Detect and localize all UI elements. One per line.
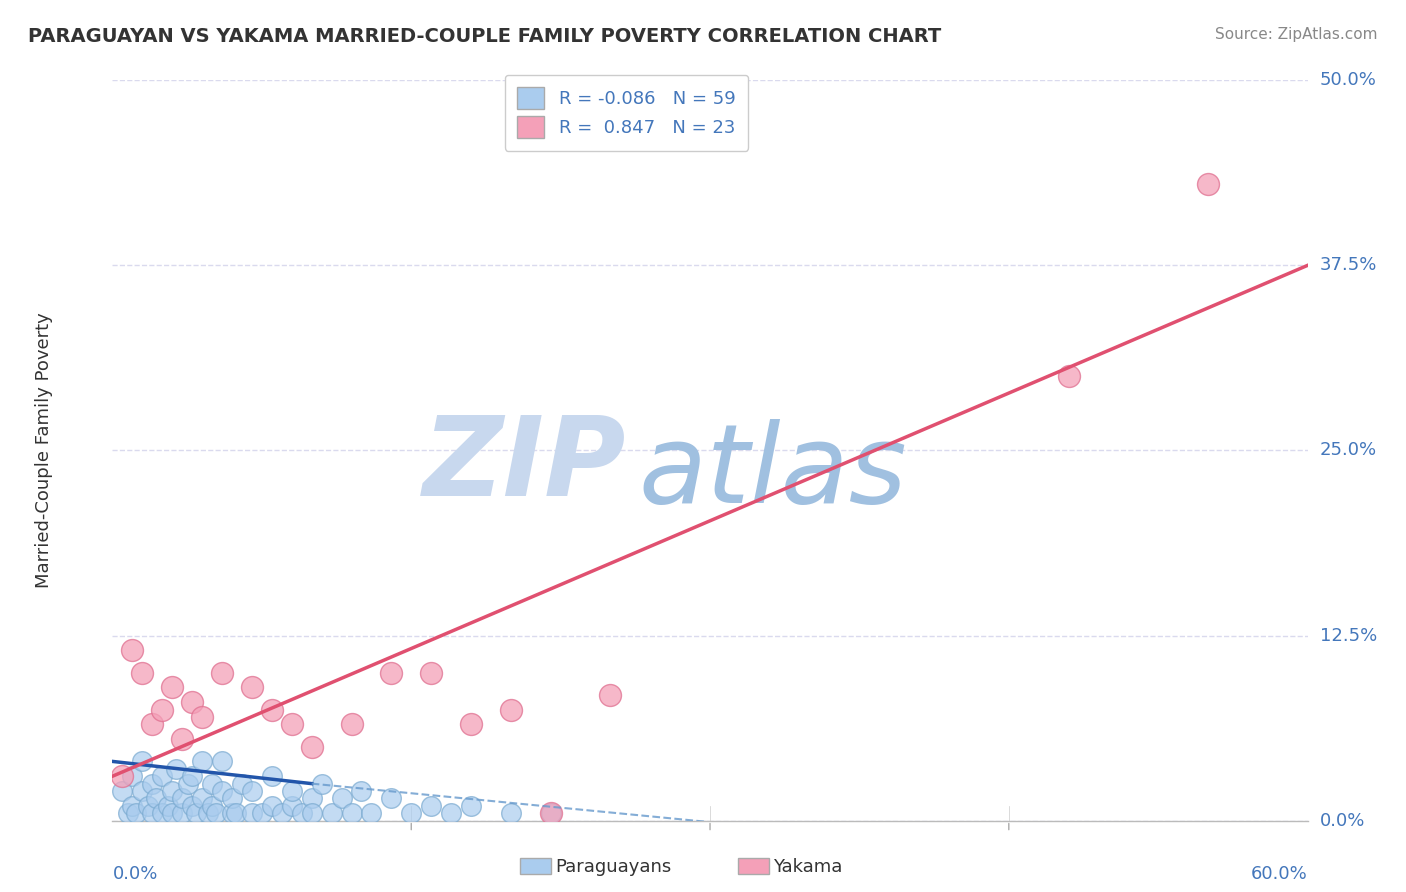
Point	[197, 806, 219, 821]
Point	[181, 769, 204, 783]
Point	[191, 791, 214, 805]
Point	[172, 806, 194, 821]
Point	[499, 806, 522, 821]
Point	[205, 806, 228, 821]
Text: 0.0%: 0.0%	[112, 865, 157, 883]
Point	[141, 776, 163, 791]
Text: Paraguayans: Paraguayans	[555, 858, 672, 876]
Point	[181, 798, 204, 813]
Point	[250, 806, 273, 821]
Point	[145, 791, 167, 805]
Point	[460, 717, 482, 731]
Point	[311, 776, 333, 791]
Point	[211, 665, 233, 680]
Point	[117, 806, 139, 821]
Text: 0.0%: 0.0%	[1320, 812, 1365, 830]
Point	[440, 806, 463, 821]
Point	[177, 776, 200, 791]
Point	[131, 665, 153, 680]
Point	[201, 776, 224, 791]
Point	[157, 798, 180, 813]
Point	[380, 665, 402, 680]
Point	[150, 806, 173, 821]
Point	[231, 776, 253, 791]
Point	[121, 769, 143, 783]
Point	[186, 806, 208, 821]
Point	[420, 665, 443, 680]
Point	[125, 806, 148, 821]
Point	[350, 784, 373, 798]
Point	[380, 791, 402, 805]
Text: Married-Couple Family Poverty: Married-Couple Family Poverty	[35, 312, 53, 589]
Point	[420, 798, 443, 813]
Point	[301, 739, 323, 754]
Point	[321, 806, 343, 821]
Point	[281, 717, 304, 731]
Point	[201, 798, 224, 813]
Point	[162, 784, 183, 798]
Point	[330, 791, 353, 805]
Point	[260, 769, 283, 783]
Point	[281, 784, 304, 798]
Text: PARAGUAYAN VS YAKAMA MARRIED-COUPLE FAMILY POVERTY CORRELATION CHART: PARAGUAYAN VS YAKAMA MARRIED-COUPLE FAMI…	[28, 27, 942, 45]
Point	[131, 755, 153, 769]
Point	[150, 769, 173, 783]
Point	[162, 681, 183, 695]
Text: Source: ZipAtlas.com: Source: ZipAtlas.com	[1215, 27, 1378, 42]
Point	[540, 806, 562, 821]
Text: ZIP: ZIP	[423, 412, 627, 519]
Point	[162, 806, 183, 821]
Point	[401, 806, 423, 821]
Point	[340, 717, 363, 731]
Point	[172, 732, 194, 747]
Point	[599, 688, 621, 702]
Text: 60.0%: 60.0%	[1251, 865, 1308, 883]
Point	[301, 806, 323, 821]
Point	[460, 798, 482, 813]
Point	[211, 755, 233, 769]
Point	[240, 784, 263, 798]
Point	[499, 703, 522, 717]
Text: 37.5%: 37.5%	[1320, 256, 1376, 275]
Point	[1057, 369, 1080, 384]
Point	[121, 643, 143, 657]
Point	[181, 695, 204, 709]
Point	[270, 806, 292, 821]
Point	[191, 710, 214, 724]
Point	[141, 717, 163, 731]
Point	[191, 755, 214, 769]
Point	[138, 798, 160, 813]
Point	[260, 703, 283, 717]
Text: atlas: atlas	[638, 419, 907, 526]
Text: 12.5%: 12.5%	[1320, 626, 1376, 645]
Point	[281, 798, 304, 813]
Point	[172, 791, 194, 805]
Point	[225, 806, 247, 821]
Point	[141, 806, 163, 821]
Point	[121, 798, 143, 813]
Point	[291, 806, 314, 821]
Point	[221, 806, 243, 821]
Point	[301, 791, 323, 805]
Point	[165, 762, 187, 776]
Point	[150, 703, 173, 717]
Point	[131, 784, 153, 798]
Point	[111, 769, 134, 783]
Point	[111, 784, 134, 798]
Legend: R = -0.086   N = 59, R =  0.847   N = 23: R = -0.086 N = 59, R = 0.847 N = 23	[505, 75, 748, 151]
Point	[260, 798, 283, 813]
Point	[240, 806, 263, 821]
Text: 25.0%: 25.0%	[1320, 442, 1376, 459]
Point	[221, 791, 243, 805]
Point	[540, 806, 562, 821]
Text: Yakama: Yakama	[773, 858, 842, 876]
Point	[340, 806, 363, 821]
Point	[211, 784, 233, 798]
Text: 50.0%: 50.0%	[1320, 71, 1376, 89]
Point	[360, 806, 382, 821]
Point	[1197, 177, 1219, 191]
Point	[240, 681, 263, 695]
